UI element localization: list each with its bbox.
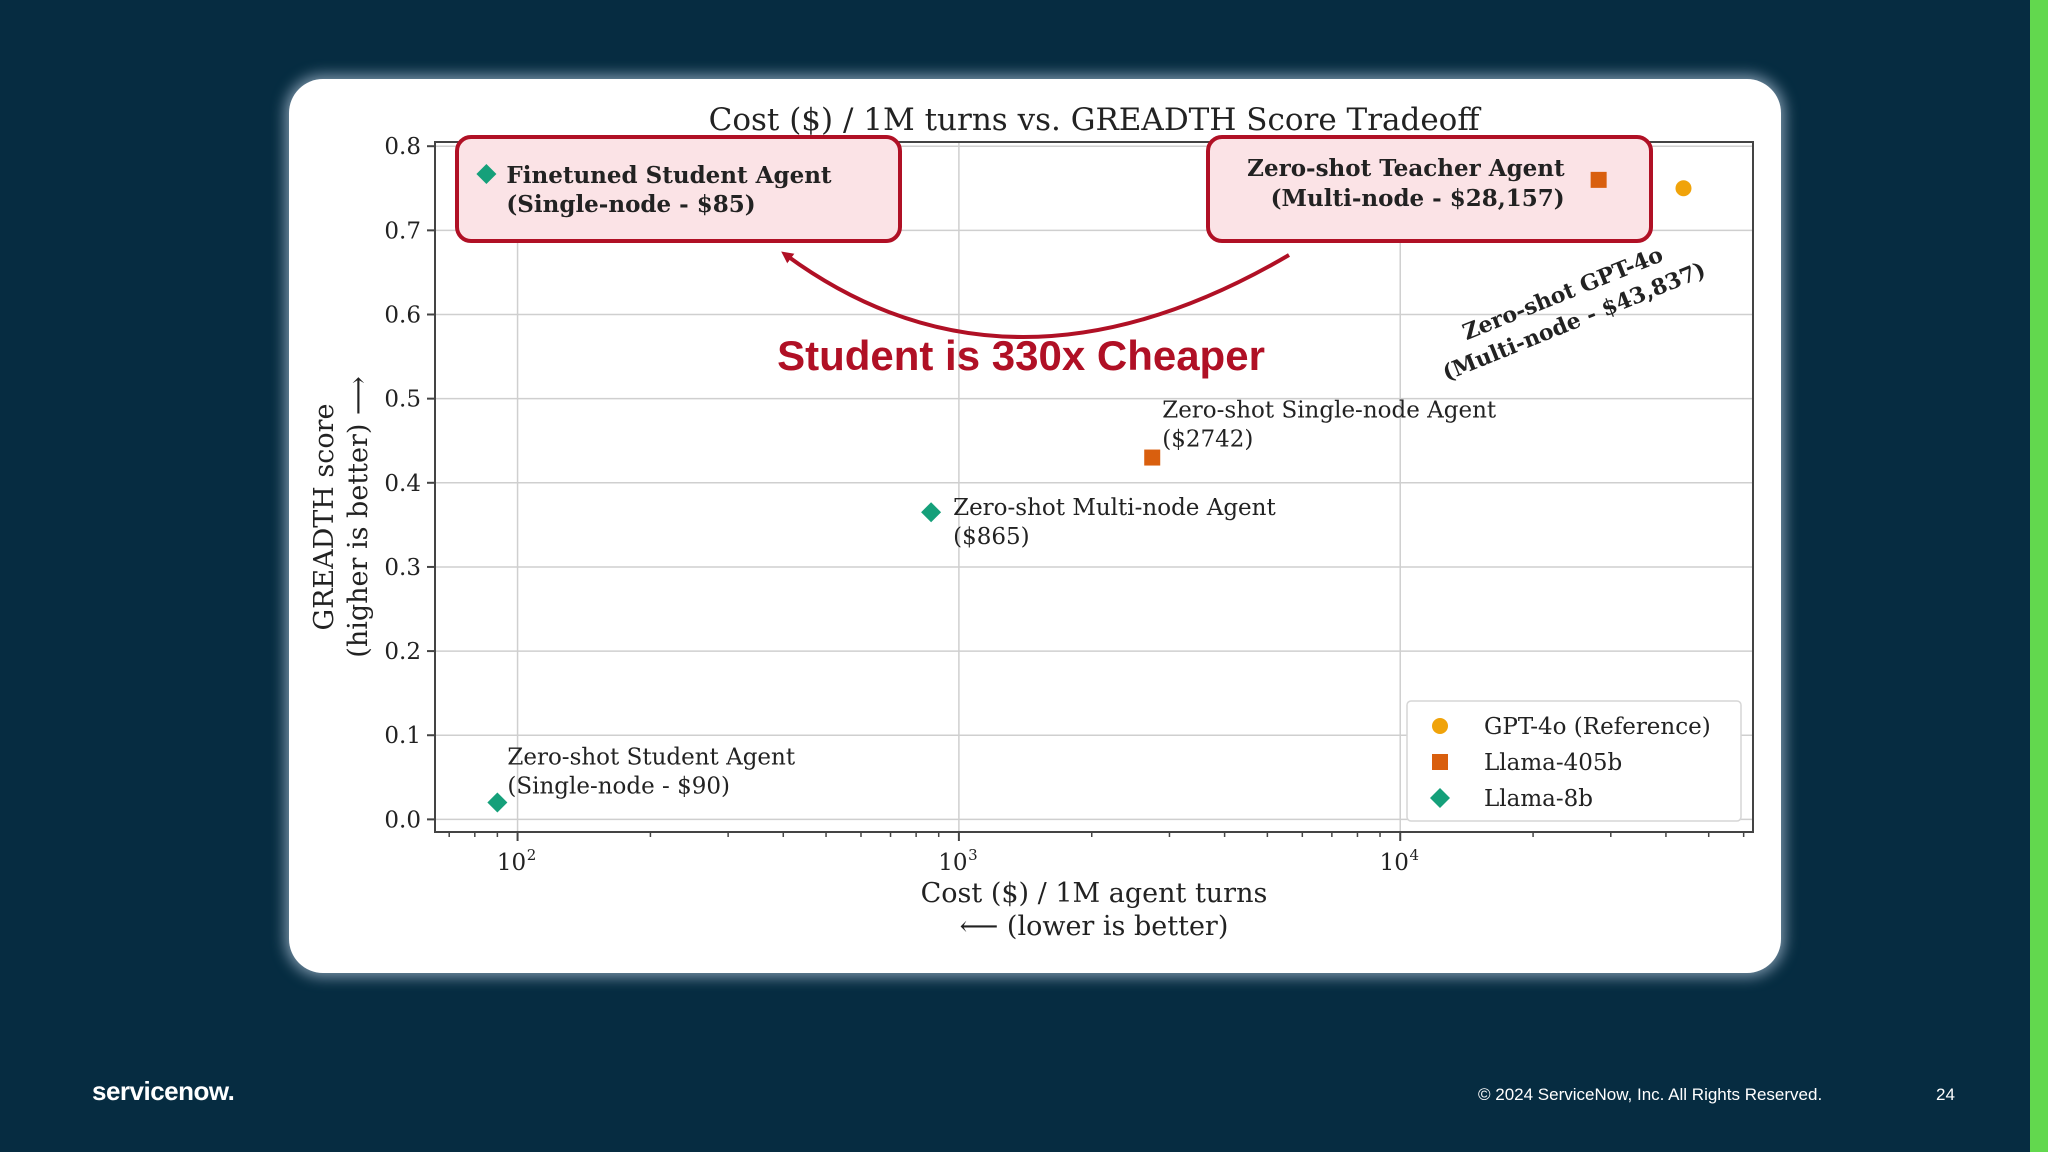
x-tick-label: 10 bbox=[497, 850, 526, 876]
chart-card: 0.0 0.1 0.2 0.3 0.4 0.5 0.6 0.7 0.8 10 2 10 3 10 4 Cos… bbox=[289, 79, 1781, 973]
legend-label: Llama-8b bbox=[1484, 786, 1593, 812]
x-tick-label: 10 bbox=[938, 850, 967, 876]
y-tick-label: 0.2 bbox=[384, 639, 421, 665]
y-tick-label: 0.3 bbox=[384, 555, 421, 581]
point-label-line: Zero-shot Multi-node Agent bbox=[953, 495, 1276, 521]
page-number: 24 bbox=[1936, 1085, 1955, 1104]
accent-bar bbox=[2030, 0, 2048, 1152]
y-axis-label: GREADTH score bbox=[309, 403, 340, 630]
x-tick-label: 10 bbox=[1380, 850, 1409, 876]
y-tick-label: 0.6 bbox=[384, 303, 421, 329]
student-callout-box bbox=[455, 135, 902, 243]
grid bbox=[435, 142, 1753, 832]
y-tick-label: 0.8 bbox=[384, 134, 421, 160]
teacher-callout-box bbox=[1206, 135, 1653, 243]
data-points bbox=[476, 163, 1692, 813]
data-point-llama-405b bbox=[1144, 449, 1161, 466]
data-point-llama-8b bbox=[476, 163, 497, 184]
point-label-line: ($2742) bbox=[1162, 427, 1253, 453]
legend-marker bbox=[1432, 718, 1448, 734]
data-point-llama-8b bbox=[921, 502, 942, 523]
point-label-line: (Multi-node - $28,157) bbox=[1271, 185, 1565, 212]
y-tick-label: 0.5 bbox=[384, 387, 421, 413]
x-tick-exponent: 2 bbox=[527, 846, 537, 864]
x-axis-sublabel: ⟵ (lower is better) bbox=[960, 911, 1229, 942]
plot-area bbox=[434, 141, 1754, 833]
legend: GPT-4o (Reference) Llama-405b Llama-8b bbox=[1406, 700, 1742, 822]
data-point-gpt-4o-reference- bbox=[1675, 180, 1692, 197]
point-label-line: Zero-shot Student Agent bbox=[507, 745, 795, 771]
y-tick-label: 0.1 bbox=[384, 723, 421, 749]
rotated-point-label: Zero-shot GPT-4o(Multi-node - $43,837) bbox=[1439, 242, 1709, 387]
copyright-text: © 2024 ServiceNow, Inc. All Rights Reser… bbox=[1478, 1085, 1823, 1104]
servicenow-logo: servicenow. bbox=[92, 1076, 235, 1106]
point-label-line: (Single-node - $90) bbox=[507, 774, 730, 800]
y-tick-label: 0.4 bbox=[384, 471, 421, 497]
x-tick-exponent: 3 bbox=[968, 846, 978, 864]
x-axis-label: Cost ($) / 1M agent turns bbox=[921, 878, 1268, 909]
scatter-chart: 0.00.10.20.30.40.50.60.70.810 2 10 3 10 4 Cos… bbox=[309, 102, 1754, 942]
y-tick-label: 0.7 bbox=[384, 218, 421, 244]
x-tick-exponent: 4 bbox=[1409, 846, 1419, 864]
data-point-llama-8b bbox=[487, 792, 508, 813]
legend-marker bbox=[1430, 788, 1450, 808]
point-label-line: Zero-shot Single-node Agent bbox=[1162, 398, 1497, 424]
legend-label: Llama-405b bbox=[1484, 750, 1622, 776]
point-label-line: Finetuned Student Agent bbox=[506, 162, 832, 189]
point-label-line: (Single-node - $85) bbox=[506, 191, 755, 218]
data-point-llama-405b bbox=[1590, 171, 1607, 188]
legend-marker bbox=[1432, 754, 1448, 770]
legend-box bbox=[1406, 700, 1742, 822]
axes: 0.00.10.20.30.40.50.60.70.810 2 10 3 10 4 bbox=[384, 134, 1745, 876]
callouts bbox=[455, 135, 1653, 339]
y-tick-label: 0.0 bbox=[384, 807, 421, 833]
y-axis-sublabel: (higher is better) ⟶ bbox=[343, 376, 374, 657]
point-label-line: ($865) bbox=[953, 524, 1029, 550]
cheaper-headline: Student is 330x Cheaper bbox=[777, 332, 1265, 379]
point-label-line: Zero-shot Teacher Agent bbox=[1247, 155, 1565, 182]
cheaper-arrow bbox=[781, 251, 1291, 339]
legend-label: GPT-4o (Reference) bbox=[1484, 714, 1711, 740]
chart-title: Cost ($) / 1M turns vs. GREADTH Score Tr… bbox=[709, 102, 1482, 138]
